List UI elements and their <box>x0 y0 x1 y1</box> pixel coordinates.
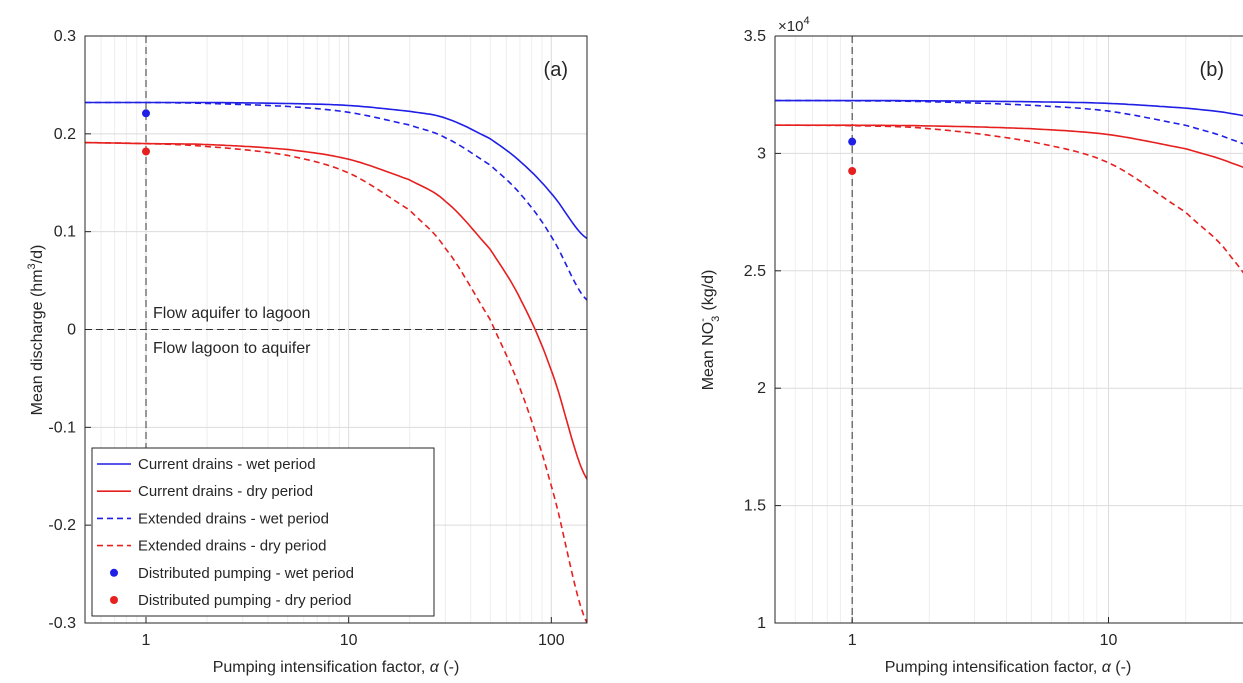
y-tick-label: 2 <box>757 380 766 397</box>
y-axis-label-b: Mean NO3- (kg/d) <box>697 270 722 391</box>
chart-panel-b: 1 10 1 1.5 2 2.5 3 3.5 ×104 (b) Pumping intensi… <box>697 15 1243 676</box>
series-line <box>85 101 587 301</box>
ticks-b: 1 10 1 1.5 2 2.5 3 3.5 <box>744 28 1118 649</box>
legend-label: Current drains - wet period <box>138 456 316 473</box>
legend-label: Distributed pumping - wet period <box>138 565 354 582</box>
x-tick-label: 10 <box>340 632 358 649</box>
y-tick-label: -0.1 <box>48 419 76 436</box>
plot-area-b <box>775 36 1243 623</box>
exponent-label-b: ×104 <box>778 15 810 35</box>
legend-label: Current drains - dry period <box>138 483 313 500</box>
data-point-marker <box>848 167 857 176</box>
series-layer-a <box>85 101 587 623</box>
y-tick-label: 0.3 <box>54 28 76 45</box>
y-tick-label: 3.5 <box>744 28 766 45</box>
series-line <box>85 141 587 623</box>
y-tick-label: 3 <box>757 145 766 162</box>
series-line <box>775 124 1243 274</box>
x-axis-label-b: Pumping intensification factor, α (-) <box>885 659 1132 676</box>
x-tick-label: 1 <box>142 632 151 649</box>
y-tick-label: 2.5 <box>744 263 766 280</box>
legend-marker <box>110 568 118 577</box>
y-axis-label-a: Mean discharge (hm3/d) <box>26 245 46 416</box>
legend: Current drains - wet period Current drain… <box>91 447 435 617</box>
y-tick-label: 1.5 <box>744 498 766 515</box>
series-layer-b <box>775 99 1243 274</box>
x-axis-label-a: Pumping intensification factor, α (-) <box>213 659 460 676</box>
legend-box <box>91 447 435 617</box>
series-line <box>775 124 1243 169</box>
panel-label-b: (b) <box>1200 59 1224 81</box>
y-tick-label: -0.3 <box>48 615 76 632</box>
series-line <box>775 99 1243 145</box>
y-tick-label: -0.2 <box>48 517 76 534</box>
legend-marker <box>110 596 118 604</box>
data-point-marker <box>848 137 857 146</box>
y-tick-label: 0 <box>67 322 76 339</box>
annotation-lagoon-to-aquifer: Flow lagoon to aquifer <box>153 340 311 357</box>
x-tick-label: 10 <box>1100 632 1118 649</box>
data-point-marker <box>142 147 151 156</box>
legend-label: Distributed pumping - dry period <box>138 592 351 609</box>
panel-label-a: (a) <box>544 59 568 81</box>
x-tick-label: 100 <box>538 632 565 649</box>
x-tick-label: 1 <box>848 632 857 649</box>
legend-label: Extended drains - wet period <box>138 510 329 527</box>
legend-label: Extended drains - dry period <box>138 538 326 555</box>
ticks-a: 1 10 100 -0.3 -0.2 -0.1 0 0.1 0.2 0.3 <box>48 28 564 649</box>
annotation-aquifer-to-lagoon: Flow aquifer to lagoon <box>153 305 310 322</box>
data-point-marker <box>142 109 151 118</box>
legend-items: Current drains - wet period Current drain… <box>97 456 354 609</box>
chart-panel-a: 1 10 100 -0.3 -0.2 -0.1 0 0.1 0.2 0.3 (a) Flow aq… <box>26 28 588 676</box>
y-tick-label: 0.1 <box>54 224 76 241</box>
y-tick-label: 0.2 <box>54 126 76 143</box>
y-tick-label: 1 <box>757 615 766 632</box>
